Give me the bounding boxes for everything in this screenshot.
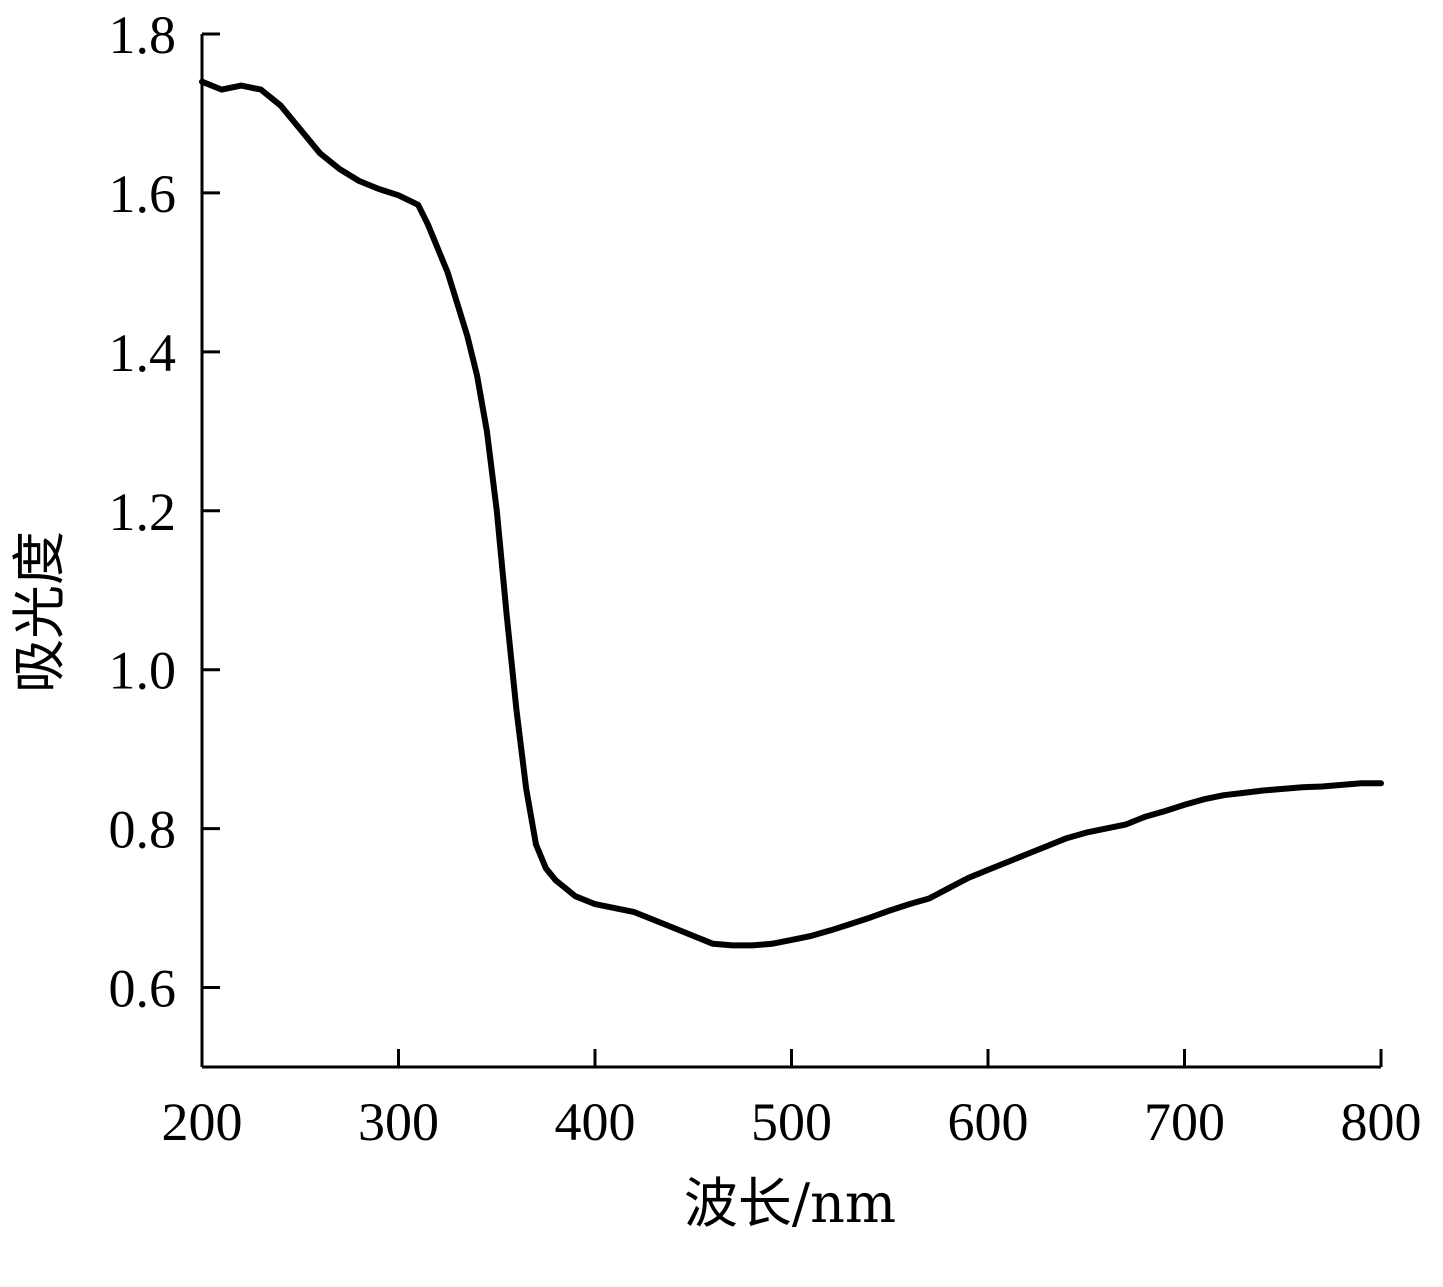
y-tick-label: 1.4 [109, 323, 177, 383]
y-tick-label: 0.8 [109, 800, 177, 860]
x-tick-label: 300 [358, 1092, 439, 1152]
y-tick-label: 1.8 [109, 5, 177, 65]
y-tick-label: 1.6 [109, 164, 177, 224]
absorbance-curve [199, 78, 1384, 949]
series [199, 78, 1384, 949]
x-tick-label: 700 [1144, 1092, 1225, 1152]
x-tick-label: 500 [751, 1092, 832, 1152]
x-tick-label: 800 [1341, 1092, 1422, 1152]
y-axis-title: 吸光度 [8, 531, 71, 693]
x-tick-label: 400 [555, 1092, 636, 1152]
y-tick-label: 1.2 [109, 482, 177, 542]
ticks: 200 300 400 500 600 700 800 0.6 0.8 1.0 1.2 1.4 1.6 1… [109, 5, 1422, 1152]
x-tick-label: 200 [162, 1092, 243, 1152]
x-tick-label: 600 [948, 1092, 1029, 1152]
y-tick-label: 1.0 [109, 641, 177, 701]
x-axis-title: 波长/nm [684, 1172, 896, 1235]
y-tick-label: 0.6 [109, 959, 177, 1019]
